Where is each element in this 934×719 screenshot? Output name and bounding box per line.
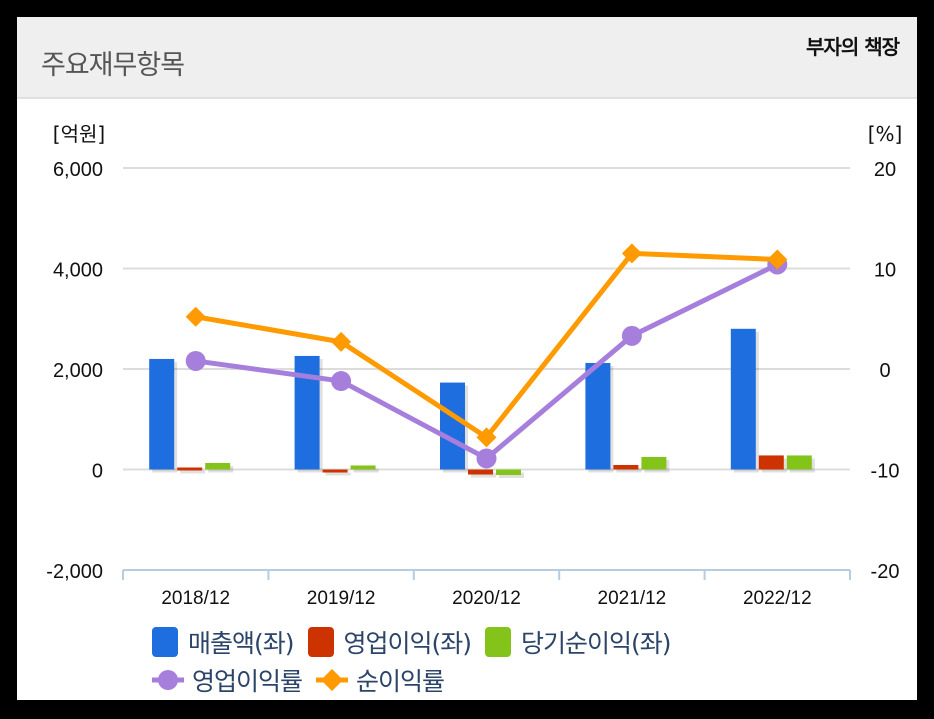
bar[interactable] (468, 469, 493, 475)
x-axis-label: 2022/12 (743, 588, 812, 609)
bar[interactable] (613, 464, 639, 470)
legend-label: 매출액(좌) (188, 629, 295, 658)
diamond-marker[interactable] (767, 249, 788, 270)
combo-chart: 6,000 4,000 2,000 0 -2,000 20 10 0 -10 -20 [억원] [%]… (46, 122, 903, 609)
bar-shadow (616, 467, 642, 473)
bar[interactable] (149, 358, 175, 470)
right-axis-tick: -20 (871, 561, 900, 583)
bar-shadow (180, 470, 206, 474)
x-axis-label: 2018/12 (161, 588, 230, 609)
bar-shadow (353, 468, 379, 473)
legend-label: 영업이익률 (192, 667, 303, 696)
bar[interactable] (440, 382, 465, 470)
bar[interactable] (350, 465, 376, 470)
right-axis-tick: 10 (874, 260, 896, 282)
bar[interactable] (585, 362, 611, 470)
chart-panel: 주요재무항목 부자의 책장 6,000 4,000 2,000 0 -2,000 20 10… (17, 17, 917, 700)
legend-item-revenue[interactable]: 매출액(좌) (152, 624, 295, 660)
brand-label: 부자의 책장 (806, 35, 900, 59)
series-line (195, 250, 778, 440)
panel-title: 주요재무항목 (41, 50, 185, 81)
circle-marker[interactable] (331, 371, 352, 392)
left-axis-tick: -2,000 (46, 561, 103, 583)
legend-item-operating-margin[interactable]: 영업이익률 (152, 662, 303, 698)
diamond-marker[interactable] (185, 306, 206, 327)
right-axis-tick: 0 (879, 360, 890, 382)
circle-marker[interactable] (476, 448, 497, 469)
bar[interactable] (730, 328, 756, 470)
bar[interactable] (205, 462, 231, 470)
legend-item-net-income[interactable]: 당기순이익(좌) (485, 624, 672, 660)
left-axis-tick: 0 (92, 461, 103, 483)
revenue-swatch-icon (152, 627, 178, 657)
bar[interactable] (177, 467, 203, 471)
left-axis-tick: 4,000 (53, 260, 103, 282)
legend-label: 당기순이익(좌) (521, 629, 672, 658)
diamond-marker[interactable] (476, 427, 497, 448)
bar-shadow (325, 472, 351, 476)
legend-label: 순이익률 (356, 667, 445, 696)
bar[interactable] (758, 455, 784, 470)
bar[interactable] (496, 469, 521, 476)
legend-label: 영업이익(좌) (343, 629, 473, 658)
left-axis-label: [억원] (53, 122, 105, 146)
circle-marker[interactable] (621, 325, 642, 346)
diamond-marker[interactable] (621, 243, 642, 264)
x-axis-label: 2020/12 (452, 588, 521, 609)
left-axis-tick: 6,000 (53, 159, 103, 181)
net-income-swatch-icon (485, 627, 512, 657)
legend-item-operating-profit[interactable]: 영업이익(좌) (307, 624, 473, 660)
right-axis-label: [%] (868, 122, 903, 146)
right-axis-tick: 20 (874, 159, 896, 181)
panel-header: 주요재무항목 부자의 책장 (17, 17, 917, 99)
right-axis-tick: -10 (871, 461, 900, 483)
operating-profit-swatch-icon (307, 627, 334, 657)
bar[interactable] (786, 455, 812, 470)
bar[interactable] (322, 469, 348, 473)
bar-shadow (499, 472, 524, 479)
circle-marker-icon (152, 670, 184, 690)
chart-legend: 매출액(좌) 영업이익(좌) 당기순이익(좌) 영업이익률 순이익률 (152, 623, 852, 699)
bar-shadow (471, 472, 496, 478)
left-axis-tick: 2,000 (53, 360, 103, 382)
circle-marker[interactable] (185, 350, 206, 371)
diamond-marker-icon (316, 669, 349, 691)
legend-item-net-margin[interactable]: 순이익률 (316, 662, 445, 698)
diamond-marker[interactable] (331, 331, 352, 352)
x-axis-label: 2019/12 (307, 588, 376, 609)
bar[interactable] (641, 456, 667, 470)
x-axis-label: 2021/12 (598, 588, 667, 609)
